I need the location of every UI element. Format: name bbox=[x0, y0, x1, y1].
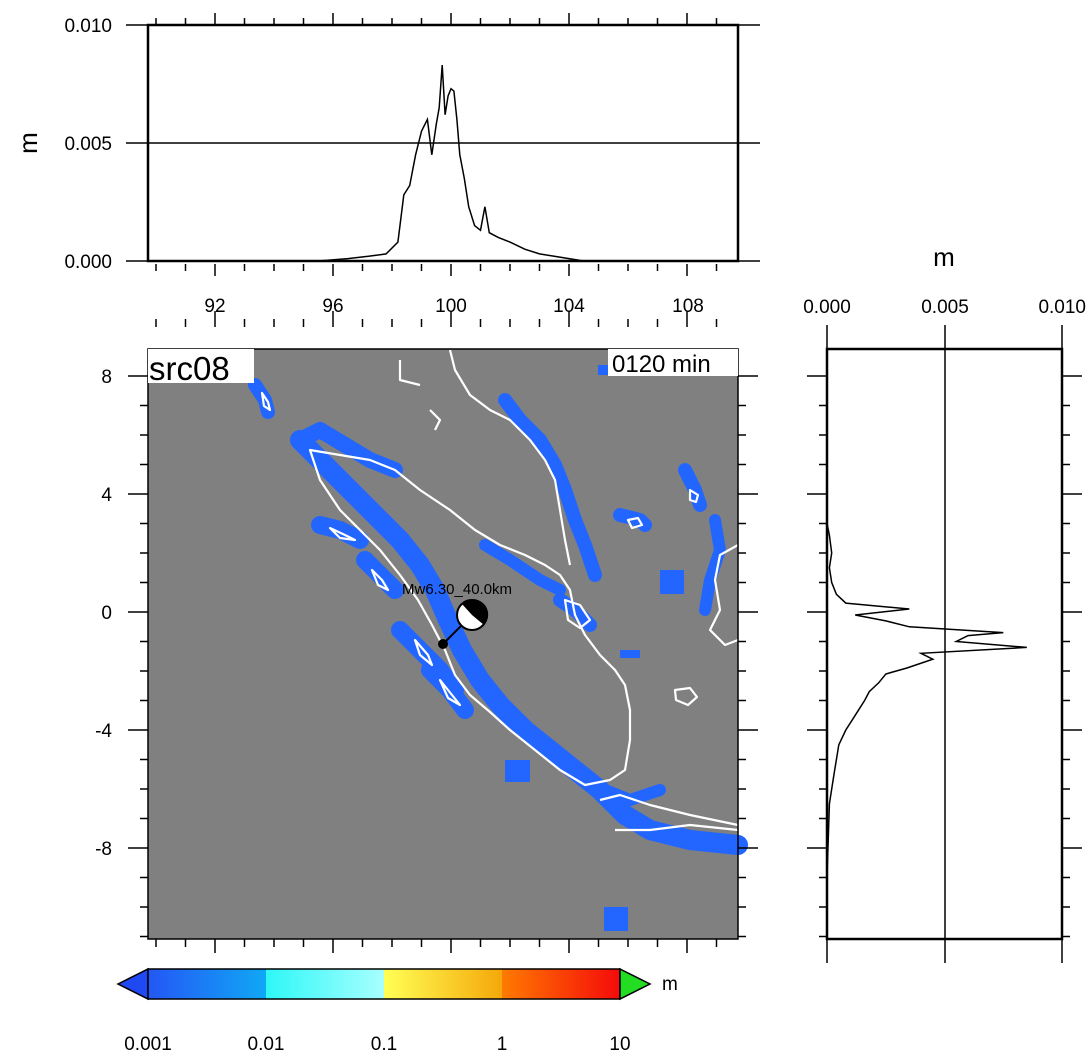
wave-band-time-corner bbox=[598, 365, 608, 375]
wave-band-karimata bbox=[620, 650, 640, 658]
map-ticks bbox=[128, 311, 758, 953]
map-ytick-label-8: 8 bbox=[101, 367, 112, 388]
coast-bangka bbox=[563, 598, 592, 630]
colorbar-label-0.01: 0.01 bbox=[248, 1034, 285, 1055]
source-label: src08 bbox=[149, 350, 230, 387]
coast-andaman bbox=[260, 391, 272, 412]
coast-belitung bbox=[673, 686, 699, 707]
wave-band-sumatra-west bbox=[290, 430, 748, 855]
side-panel-xlabel: m bbox=[933, 242, 955, 272]
coast-java bbox=[599, 793, 739, 832]
wave-band-south-islet bbox=[604, 907, 628, 931]
coast-pagai bbox=[438, 678, 462, 707]
coast-nias bbox=[370, 568, 390, 592]
coast-anambas bbox=[688, 488, 700, 504]
side-xtick-label-0.000: 0.000 bbox=[803, 297, 851, 318]
coast-siberut bbox=[413, 638, 434, 667]
event-label: Mw6.30_40.0km bbox=[402, 581, 512, 598]
wave-band-enggano bbox=[505, 760, 530, 782]
side-xtick-label-0.005: 0.005 bbox=[921, 297, 969, 318]
top-panel-ylabel: m bbox=[13, 132, 43, 154]
colorbar-segment-3 bbox=[384, 969, 502, 999]
coast-malay-peninsula bbox=[448, 349, 572, 566]
top-xtick-label-100: 100 bbox=[435, 296, 467, 317]
colorbar-label-0.001: 0.001 bbox=[124, 1034, 172, 1055]
map-ytick-label-minus4: -4 bbox=[95, 721, 112, 742]
top-xtick-label-104: 104 bbox=[553, 296, 585, 317]
time-label: 0120 min bbox=[612, 351, 711, 378]
wave-band-java bbox=[599, 784, 666, 806]
colorbar-label-1: 1 bbox=[497, 1034, 508, 1055]
top-ytick-label-0.010: 0.010 bbox=[64, 16, 112, 37]
colorbar-segment-1 bbox=[148, 969, 266, 999]
colorbar-over-triangle bbox=[619, 967, 652, 1001]
top-panel-ticks bbox=[126, 13, 760, 276]
epicenter-marker bbox=[438, 639, 448, 649]
colorbar: m 0.001 0.01 0.1 1 10 bbox=[116, 967, 678, 1055]
top-ytick-label-0.000: 0.000 bbox=[64, 252, 112, 273]
top-panel-series-line bbox=[156, 65, 738, 262]
focal-mechanism-beachball bbox=[456, 599, 489, 631]
colorbar-unit: m bbox=[662, 974, 678, 995]
side-panel: m 0.000 0.005 0.010 bbox=[803, 242, 1086, 963]
wave-band-strait bbox=[498, 393, 602, 582]
top-xtick-label-96: 96 bbox=[322, 296, 343, 317]
colorbar-under-triangle bbox=[116, 967, 149, 1001]
side-panel-series-line bbox=[826, 349, 1027, 878]
time-label-box bbox=[608, 349, 738, 376]
map-ytick-label-minus8: -8 bbox=[95, 839, 112, 860]
wave-band-island-simeulue bbox=[311, 516, 369, 549]
map-panel: Mw6.30_40.0km src08 0120 min 8 4 0 -4 -8 bbox=[95, 311, 758, 953]
map-ytick-label-0: 0 bbox=[101, 603, 112, 624]
beachball-compressional-quadrant bbox=[462, 599, 489, 625]
coastlines bbox=[260, 349, 739, 832]
coast-simeulue bbox=[328, 526, 357, 542]
coast-natuna bbox=[626, 516, 644, 530]
wave-band-east-sumatra bbox=[479, 539, 566, 596]
wave-band-island-banyak bbox=[356, 551, 404, 599]
colorbar-label-0.1: 0.1 bbox=[371, 1034, 397, 1055]
side-panel-ticks bbox=[807, 325, 1082, 963]
source-label-box bbox=[148, 349, 254, 383]
colorbar-segment-2 bbox=[266, 969, 384, 999]
top-panel: 0.010 0.005 0.000 92 96 100 104 108 m bbox=[13, 13, 760, 317]
colorbar-label-10: 10 bbox=[609, 1034, 630, 1055]
wave-band-borneo bbox=[699, 514, 726, 616]
map-ytick-label-4: 4 bbox=[101, 485, 112, 506]
coast-borneo bbox=[708, 544, 739, 647]
wave-band-east-islet bbox=[660, 570, 684, 594]
wave-band-anambas bbox=[678, 463, 707, 512]
coast-thailand bbox=[398, 360, 442, 431]
side-xtick-label-0.010: 0.010 bbox=[1038, 297, 1086, 318]
colorbar-segment-4 bbox=[502, 969, 620, 999]
coast-sumatra bbox=[308, 448, 632, 787]
top-xtick-label-108: 108 bbox=[672, 296, 704, 317]
map-frame bbox=[147, 348, 739, 940]
top-xtick-label-92: 92 bbox=[204, 296, 225, 317]
top-ytick-label-0.005: 0.005 bbox=[64, 134, 112, 155]
